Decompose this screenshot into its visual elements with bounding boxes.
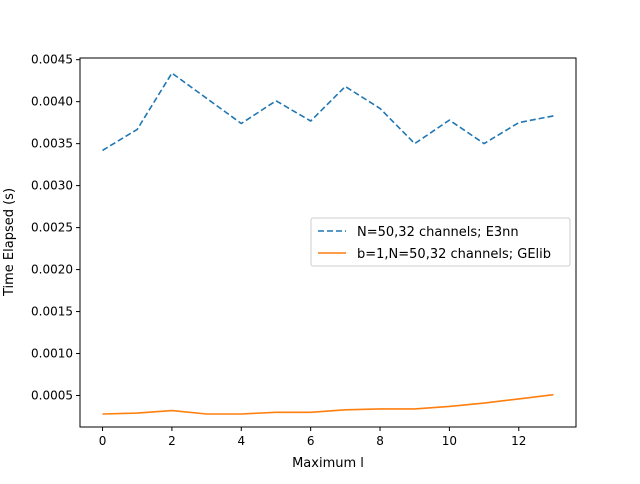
- y-tick-label: 0.0040: [31, 95, 73, 109]
- legend-label-e3nn: N=50,32 channels; E3nn: [357, 225, 519, 240]
- y-tick-label: 0.0015: [31, 305, 73, 319]
- series-layer: [102, 72, 554, 415]
- x-tick-label: 12: [511, 434, 526, 448]
- legend-box: [310, 217, 571, 267]
- x-tick-label: 0: [99, 434, 107, 448]
- x-tick-label: 4: [237, 434, 245, 448]
- y-axis-label: Time Elapsed (s): [2, 188, 17, 297]
- legend: N=50,32 channels; E3nn b=1,N=50,32 chann…: [310, 217, 571, 267]
- x-axis-label: Maximum l: [292, 456, 364, 471]
- series-line-e3nn: [102, 72, 554, 152]
- x-tick-label: 8: [376, 434, 384, 448]
- x-tick-label: 10: [442, 434, 457, 448]
- x-tick-label: 6: [307, 434, 315, 448]
- x-axis-ticks: 0 2 4 6 8 10 12: [99, 427, 526, 448]
- y-tick-label: 0.0020: [31, 263, 73, 277]
- plot-frame: [79, 57, 577, 428]
- y-tick-label: 0.0025: [31, 221, 73, 235]
- y-axis-ticks: 0.0005 0.0010 0.0015 0.0020 0.0025 0.0030 0.00…: [31, 53, 80, 403]
- y-tick-label: 0.0010: [31, 347, 73, 361]
- y-tick-label: 0.0045: [31, 53, 73, 67]
- y-tick-label: 0.0035: [31, 137, 73, 151]
- y-tick-label: 0.0005: [31, 389, 73, 403]
- x-tick-label: 2: [168, 434, 176, 448]
- legend-label-gelib: b=1,N=50,32 channels; GElib: [357, 247, 551, 262]
- y-tick-label: 0.0030: [31, 179, 73, 193]
- series-line-gelib: [102, 393, 554, 415]
